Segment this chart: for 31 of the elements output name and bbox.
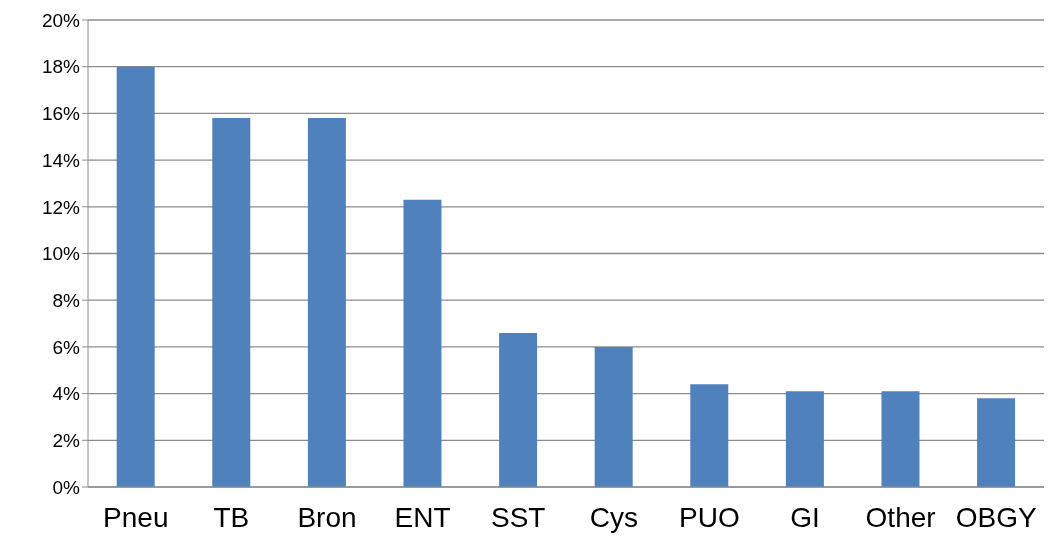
bar xyxy=(116,66,155,487)
bar xyxy=(499,332,538,487)
x-tick-label: PUO xyxy=(679,501,740,533)
y-tick-label: 0% xyxy=(52,476,81,498)
y-tick-label: 14% xyxy=(41,149,81,171)
x-tick-label: ENT xyxy=(394,501,451,533)
x-tick-label: TB xyxy=(213,501,250,533)
bar xyxy=(307,118,346,487)
bar xyxy=(977,398,1016,487)
bar xyxy=(594,346,633,487)
bar xyxy=(690,384,729,487)
x-tick-label: Other xyxy=(865,501,936,533)
x-tick-label: Bron xyxy=(297,501,357,533)
bar xyxy=(785,391,824,487)
y-tick-label: 4% xyxy=(52,383,81,405)
bar xyxy=(881,391,920,487)
y-tick-label: 8% xyxy=(52,289,81,311)
y-tick-label: 10% xyxy=(41,243,81,265)
y-tick-label: 6% xyxy=(52,336,81,358)
y-tick-label: 2% xyxy=(52,430,81,452)
y-tick-label: 18% xyxy=(41,56,81,78)
bar xyxy=(212,118,251,487)
y-tick-label: 20% xyxy=(41,9,81,31)
bar xyxy=(403,199,442,487)
x-tick-label: OBGY xyxy=(955,501,1037,533)
x-tick-label: Cys xyxy=(589,501,638,533)
y-tick-label: 12% xyxy=(41,196,81,218)
x-tick-label: GI xyxy=(790,501,820,533)
x-tick-label: Pneu xyxy=(103,501,169,533)
y-tick-label: 16% xyxy=(41,103,81,125)
x-tick-label: SST xyxy=(490,501,546,533)
